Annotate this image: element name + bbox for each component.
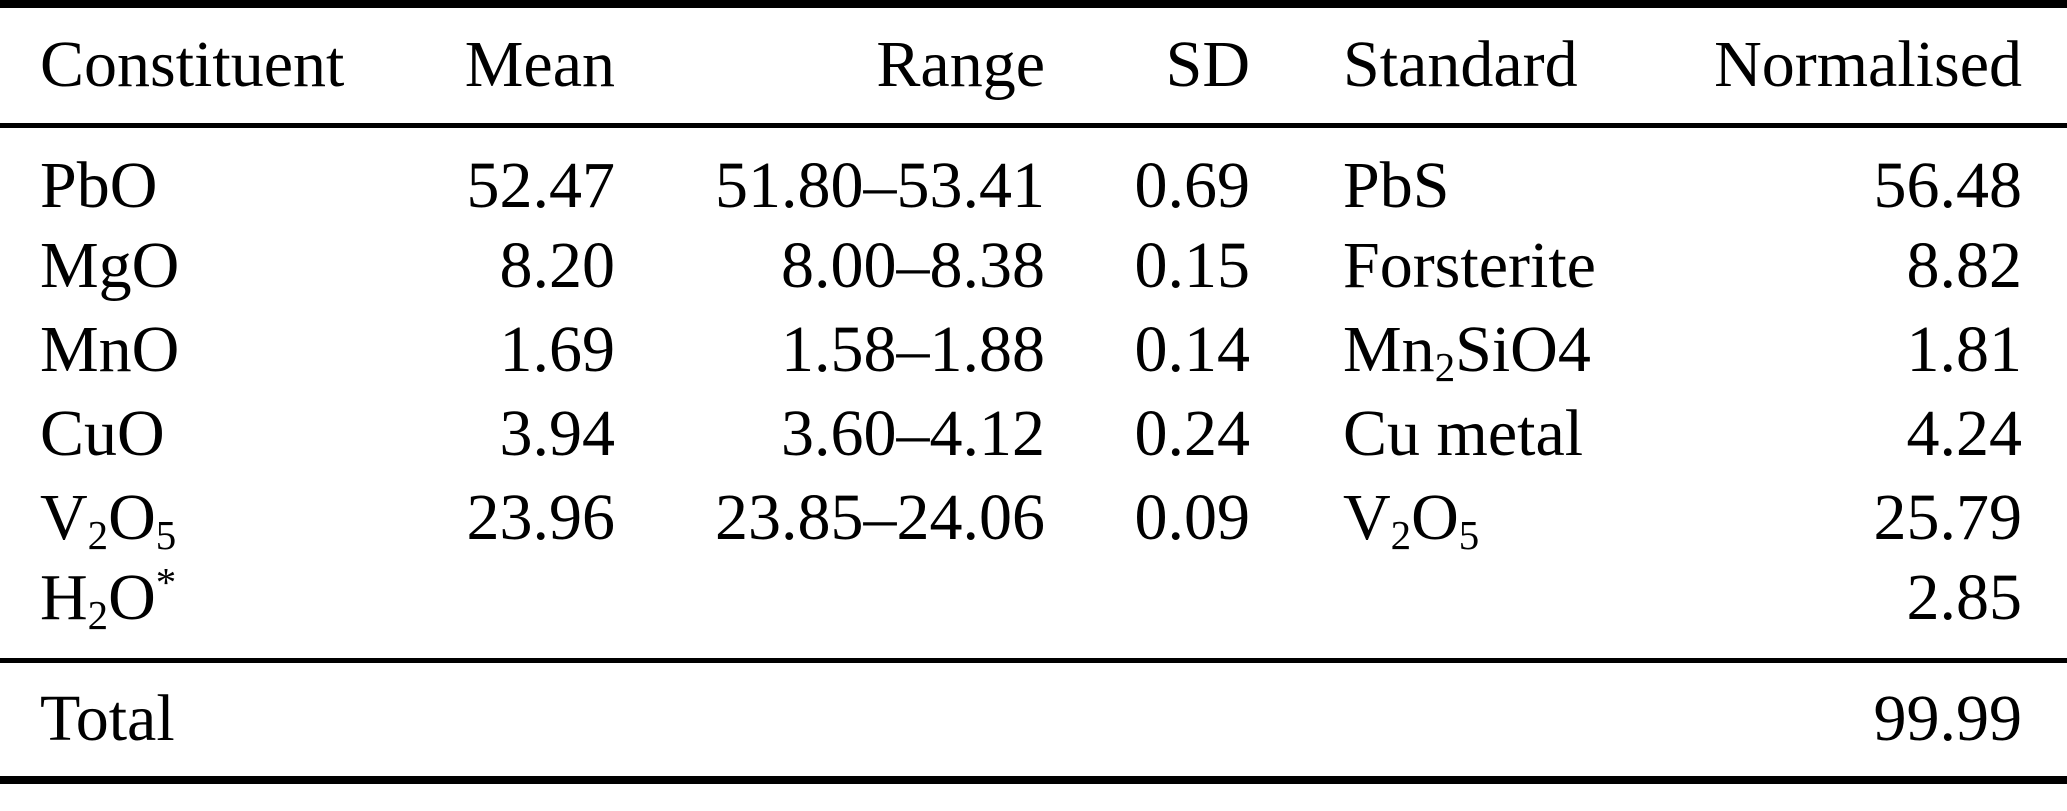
table-header: Constituent Mean Range SD Standard Norma… (0, 4, 2067, 128)
total-label-cell: Total (40, 682, 175, 756)
total-row: Total 99.99 (0, 660, 2067, 780)
normalised-cell: 4.24 (1906, 396, 2023, 470)
constituent-cell: V2O5 (0, 476, 440, 560)
standard-cell: Mn2SiO4 (1250, 308, 1690, 392)
formula-text: MnO (40, 312, 180, 386)
normalised-cell: 56.48 (1873, 148, 2023, 222)
constituent-cell: MnO (0, 308, 440, 392)
range-cell: 1.58–1.88 (781, 312, 1045, 386)
total-range-cell (615, 660, 1045, 780)
sd-cell: 0.15 (1134, 228, 1251, 302)
column-header-normalised: Normalised (1690, 4, 2067, 128)
sd-cell: 0.24 (1134, 396, 1251, 470)
formula-text: SiO4 (1455, 312, 1591, 386)
standard-cell: Cu metal (1250, 392, 1690, 476)
formula-text: H (40, 560, 88, 634)
normalised-cell: 8.82 (1906, 228, 2023, 302)
normalised-cell: 2.85 (1690, 559, 2067, 663)
standard-cell: PbS (1250, 125, 1690, 224)
range-cell: 23.85–24.06 (715, 480, 1045, 554)
formula-text: Forsterite (1343, 228, 1596, 302)
mean-cell: 1.69 (499, 312, 616, 386)
total-normalised-cell: 99.99 (1873, 682, 2023, 756)
sd-cell: 0.09 (1134, 480, 1251, 554)
column-header-standard: Standard (1250, 4, 1690, 128)
total-sd-cell (1045, 660, 1250, 780)
range-cell (615, 559, 1045, 663)
constituent-cell: H2O* (0, 559, 440, 663)
table-row: MnO 1.69 1.58–1.88 0.14 Mn2SiO4 1.81 (0, 308, 2067, 392)
constituent-cell: CuO (0, 392, 440, 476)
sub-script-text: 5 (1458, 512, 1480, 558)
formula-text: O (108, 560, 156, 634)
normalised-cell: 1.81 (1906, 312, 2023, 386)
table-row: MgO 8.20 8.00–8.38 0.15 Forsterite 8.82 (0, 224, 2067, 308)
formula-text: V (1343, 480, 1391, 554)
formula-text: Cu metal (1343, 396, 1584, 470)
mean-cell: 8.20 (499, 228, 616, 302)
total-standard-cell (1250, 660, 1690, 780)
table-body: PbO 52.47 51.80–53.41 0.69 PbS 56.48 MgO… (0, 125, 2067, 663)
column-header-constituent: Constituent (0, 4, 440, 128)
mean-cell (440, 559, 615, 663)
table-footer: Total 99.99 (0, 660, 2067, 780)
sd-cell (1045, 559, 1250, 663)
standard-cell: Forsterite (1250, 224, 1690, 308)
range-cell: 3.60–4.12 (781, 396, 1045, 470)
formula-text: O (108, 480, 156, 554)
range-cell: 51.80–53.41 (715, 148, 1045, 222)
sd-cell: 0.69 (1134, 148, 1251, 222)
formula-text: PbO (40, 148, 158, 222)
constituent-cell: PbO (0, 125, 440, 224)
sub-script-text: 2 (1390, 512, 1412, 558)
formula-text: PbS (1343, 148, 1450, 222)
sd-cell: 0.14 (1134, 312, 1251, 386)
column-header-sd: SD (1045, 4, 1250, 128)
formula-text: Mn (1343, 312, 1435, 386)
header-row: Constituent Mean Range SD Standard Norma… (0, 4, 2067, 128)
sup-script-text: * (155, 560, 177, 605)
normalised-cell: 25.79 (1873, 480, 2023, 554)
formula-text: CuO (40, 396, 165, 470)
mean-cell: 52.47 (466, 148, 616, 222)
range-cell: 8.00–8.38 (781, 228, 1045, 302)
column-header-range: Range (615, 4, 1045, 128)
table-row: H2O* 2.85 (0, 559, 2067, 663)
formula-text: MgO (40, 228, 180, 302)
mean-cell: 3.94 (499, 396, 616, 470)
table-row: CuO 3.94 3.60–4.12 0.24 Cu metal 4.24 (0, 392, 2067, 476)
standard-cell: V2O5 (1250, 476, 1690, 560)
composition-table: Constituent Mean Range SD Standard Norma… (0, 0, 2067, 784)
total-mean-cell (440, 660, 615, 780)
sub-script-text: 2 (87, 512, 109, 558)
sub-script-text: 5 (155, 512, 177, 558)
column-header-mean: Mean (440, 4, 615, 128)
standard-cell (1250, 559, 1690, 663)
table-row: V2O5 23.96 23.85–24.06 0.09 V2O5 25.79 (0, 476, 2067, 560)
formula-text: V (40, 480, 88, 554)
sub-script-text: 2 (87, 592, 109, 638)
table-row: PbO 52.47 51.80–53.41 0.69 PbS 56.48 (0, 125, 2067, 224)
constituent-cell: MgO (0, 224, 440, 308)
formula-text: O (1411, 480, 1459, 554)
sub-script-text: 2 (1434, 344, 1456, 390)
mean-cell: 23.96 (466, 480, 616, 554)
